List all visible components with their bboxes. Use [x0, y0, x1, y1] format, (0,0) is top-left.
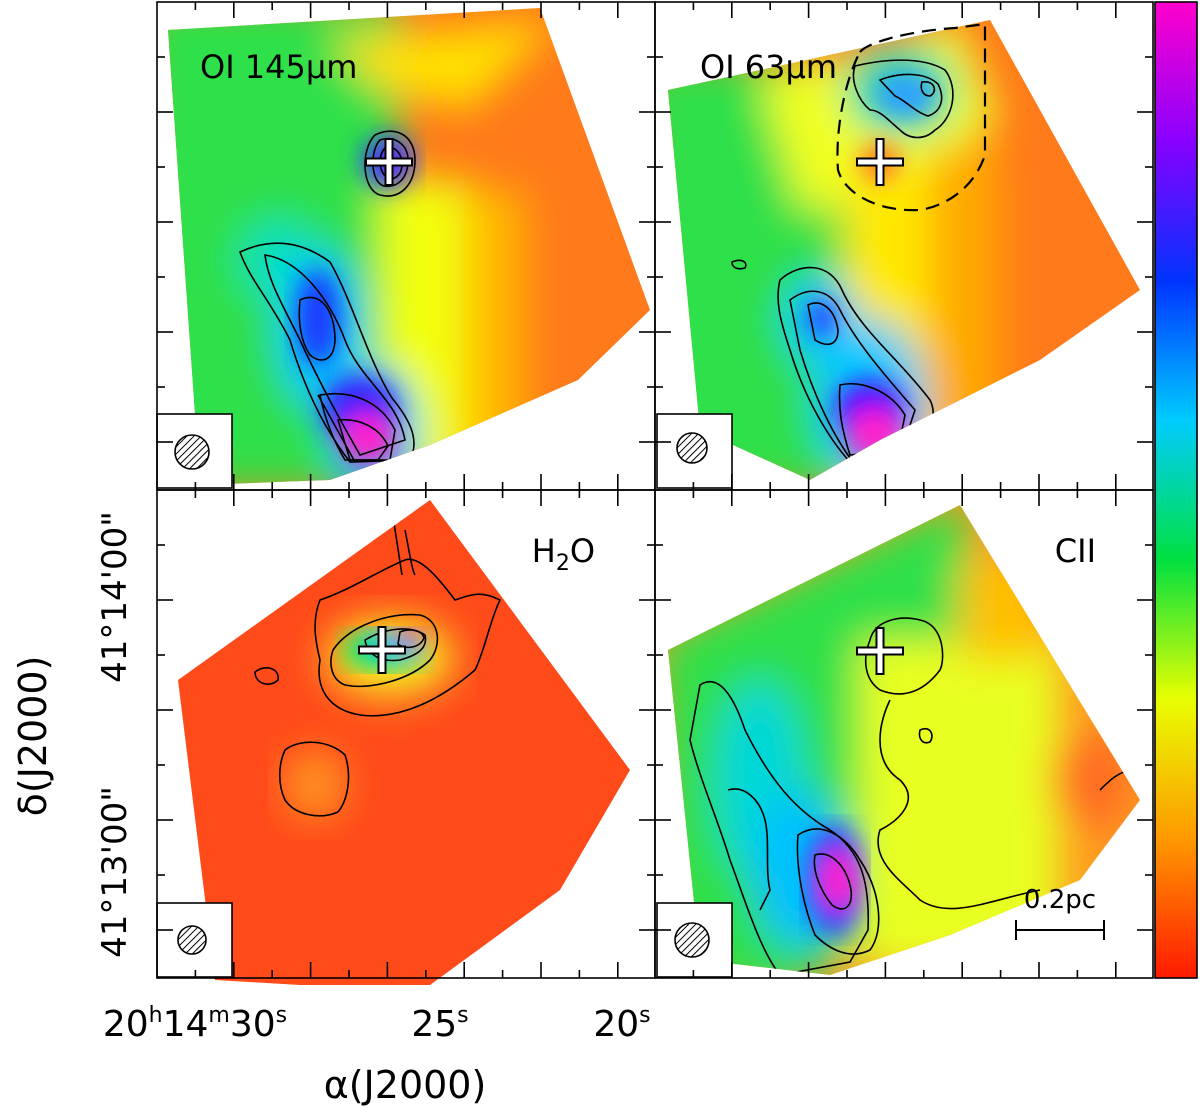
panel-oi-63: OI 63μm — [656, 20, 1140, 489]
dashed-region-oi-63 — [836, 22, 987, 212]
panel-title-oi-63: OI 63μm — [700, 48, 837, 86]
beam-icon — [674, 922, 710, 958]
beam-icon — [676, 432, 708, 464]
x-tick-label-20s: 20s — [593, 1003, 650, 1045]
panel-h2o: H2O — [156, 500, 630, 985]
scale-bar-label: 0.2pc — [1024, 885, 1096, 915]
x-axis: 20h14m30s 25s 20s α(J2000) — [103, 1003, 651, 1107]
panel-title-oi-145: OI 145μm — [200, 48, 357, 86]
panel-title-cii: CII — [1055, 532, 1096, 570]
source-marker-cii — [856, 627, 904, 675]
y-tick-label-13: 41°13'00" — [95, 786, 135, 958]
beam-icon — [177, 925, 207, 955]
panel-frames — [156, 1, 1154, 979]
panel-oi-145: OI 145μm — [156, 8, 650, 489]
beam-box-cii — [656, 902, 733, 978]
y-axis-label: δ(J2000) — [11, 656, 55, 817]
beam-box-oi-145 — [156, 413, 233, 489]
beam-icon — [174, 434, 210, 470]
panel-title-h2o: H2O — [532, 532, 595, 576]
frame-bottom-right — [654, 489, 1154, 979]
y-tick-label-14: 41°14'00" — [95, 511, 135, 683]
x-tick-label-30s: 20h14m30s — [103, 1003, 287, 1045]
axis-ticks — [157, 2, 1153, 978]
source-marker-oi-63 — [856, 138, 904, 186]
source-marker-h2o — [358, 626, 406, 674]
y-axis: δ(J2000) 41°13'00" 41°14'00" — [11, 511, 135, 958]
colorbar — [1154, 1, 1198, 979]
source-marker-oi-145 — [365, 138, 413, 186]
beam-box-h2o — [156, 902, 233, 978]
x-tick-label-25s: 25s — [411, 1003, 468, 1045]
scale-bar: 0.2pc — [1015, 885, 1105, 940]
beam-box-oi-63 — [656, 413, 733, 489]
panel-cii: CII 0.2pc — [656, 505, 1140, 978]
x-axis-label: α(J2000) — [324, 1063, 487, 1107]
